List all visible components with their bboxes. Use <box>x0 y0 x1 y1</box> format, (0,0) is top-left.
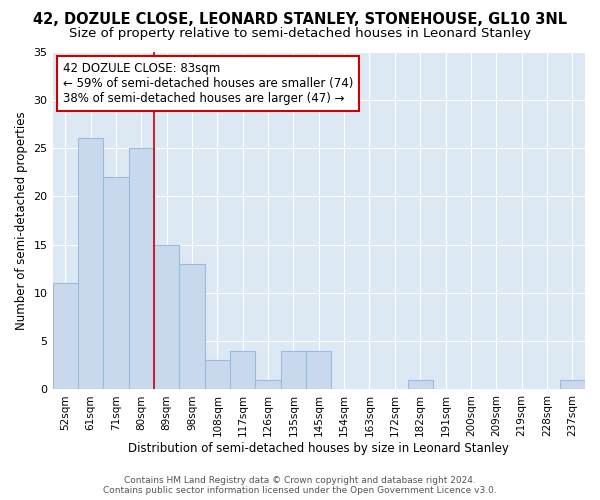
Bar <box>306 351 331 390</box>
Bar <box>281 351 306 390</box>
Bar <box>128 148 154 390</box>
Bar <box>205 360 230 390</box>
Bar <box>179 264 205 390</box>
Text: Size of property relative to semi-detached houses in Leonard Stanley: Size of property relative to semi-detach… <box>69 28 531 40</box>
Bar <box>53 283 78 390</box>
Bar <box>560 380 585 390</box>
Bar <box>103 177 128 390</box>
Bar <box>256 380 281 390</box>
Text: Contains HM Land Registry data © Crown copyright and database right 2024.
Contai: Contains HM Land Registry data © Crown c… <box>103 476 497 495</box>
Bar <box>154 244 179 390</box>
Bar <box>407 380 433 390</box>
Y-axis label: Number of semi-detached properties: Number of semi-detached properties <box>15 111 28 330</box>
Bar <box>230 351 256 390</box>
X-axis label: Distribution of semi-detached houses by size in Leonard Stanley: Distribution of semi-detached houses by … <box>128 442 509 455</box>
Text: 42, DOZULE CLOSE, LEONARD STANLEY, STONEHOUSE, GL10 3NL: 42, DOZULE CLOSE, LEONARD STANLEY, STONE… <box>33 12 567 28</box>
Bar <box>78 138 103 390</box>
Text: 42 DOZULE CLOSE: 83sqm
← 59% of semi-detached houses are smaller (74)
38% of sem: 42 DOZULE CLOSE: 83sqm ← 59% of semi-det… <box>63 62 353 104</box>
